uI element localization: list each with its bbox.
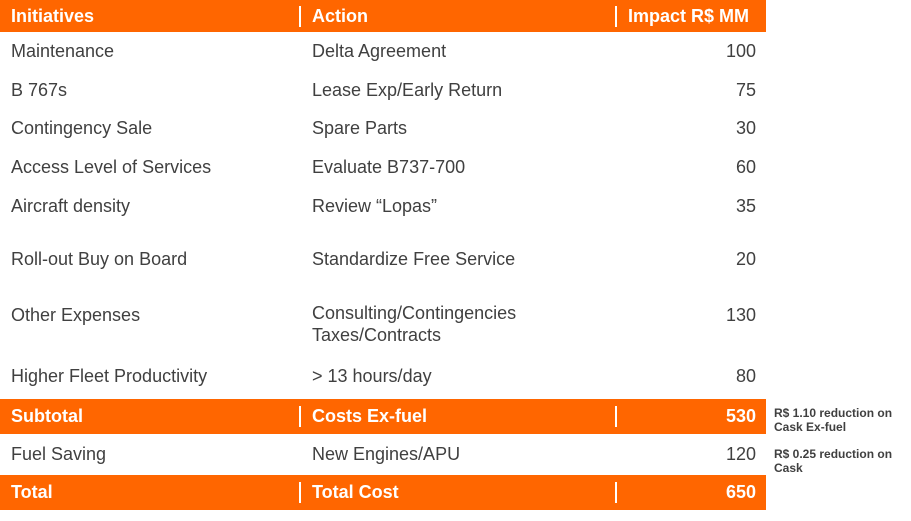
initiative-cell: Contingency Sale	[11, 118, 153, 138]
table-row: Aircraft density Review “Lopas” 35	[0, 187, 766, 226]
action-cell: Consulting/Contingencies Taxes/Contracts	[299, 302, 615, 346]
impact-cell: 20	[615, 249, 766, 270]
subtotal-row: Subtotal Costs Ex-fuel 530	[0, 399, 766, 435]
header-action: Action	[299, 5, 615, 27]
initiative-cell: Other Expenses	[11, 305, 141, 325]
table-header: Initiatives Action Impact R$ MM	[0, 0, 766, 33]
action-cell: Lease Exp/Early Return	[299, 79, 615, 101]
subtotal-action: Costs Ex-fuel	[299, 406, 615, 427]
fuel-row: Fuel Saving New Engines/APU 120	[0, 435, 766, 475]
action-line-2: Taxes/Contracts	[312, 325, 442, 345]
impact-cell: 80	[615, 365, 766, 387]
table-row: B 767s Lease Exp/Early Return 75	[0, 71, 766, 110]
total-action: Total Cost	[299, 482, 615, 503]
impact-cell: 100	[615, 41, 766, 62]
cost-initiatives-table: Initiatives Action Impact R$ MM Maintena…	[0, 0, 766, 511]
fuel-note: R$ 0.25 reduction on Cask	[774, 447, 893, 475]
action-line-1: Consulting/Contingencies	[312, 303, 517, 323]
action-cell: Delta Agreement	[299, 41, 615, 62]
header-impact: Impact R$ MM	[615, 5, 766, 27]
impact-cell: 130	[615, 302, 766, 326]
header-initiatives: Initiatives	[11, 5, 95, 26]
subtotal-note: R$ 1.10 reduction on Cask Ex-fuel	[774, 406, 893, 434]
impact-cell: 35	[615, 195, 766, 217]
initiative-cell: Roll-out Buy on Board	[11, 249, 188, 269]
initiative-cell: Aircraft density	[11, 195, 131, 216]
total-impact: 650	[615, 482, 766, 503]
table-row: Other Expenses Consulting/Contingencies …	[0, 294, 766, 354]
action-cell: Standardize Free Service	[299, 249, 615, 270]
subtotal-label: Subtotal	[11, 406, 83, 426]
initiative-cell: B 767s	[11, 79, 68, 100]
action-cell: Evaluate B737-700	[299, 156, 615, 178]
table-row: Access Level of Services Evaluate B737-7…	[0, 148, 766, 187]
initiative-cell: Access Level of Services	[11, 156, 212, 177]
total-row: Total Total Cost 650	[0, 475, 766, 511]
action-cell: Review “Lopas”	[299, 195, 615, 217]
fuel-action: New Engines/APU	[299, 444, 615, 465]
initiative-cell: Maintenance	[11, 41, 115, 61]
table-row: Contingency Sale Spare Parts 30	[0, 110, 766, 148]
impact-cell: 30	[615, 118, 766, 139]
action-cell: Spare Parts	[299, 118, 615, 139]
fuel-label: Fuel Saving	[11, 444, 107, 464]
table-row: Higher Fleet Productivity > 13 hours/day…	[0, 354, 766, 399]
fuel-impact: 120	[615, 444, 766, 465]
table-row: Roll-out Buy on Board Standardize Free S…	[0, 226, 766, 294]
table-row: Maintenance Delta Agreement 100	[0, 33, 766, 71]
action-cell: > 13 hours/day	[299, 365, 615, 387]
total-label: Total	[11, 482, 53, 502]
initiative-cell: Higher Fleet Productivity	[11, 365, 208, 386]
impact-cell: 60	[615, 156, 766, 178]
subtotal-impact: 530	[615, 406, 766, 427]
impact-cell: 75	[615, 79, 766, 101]
